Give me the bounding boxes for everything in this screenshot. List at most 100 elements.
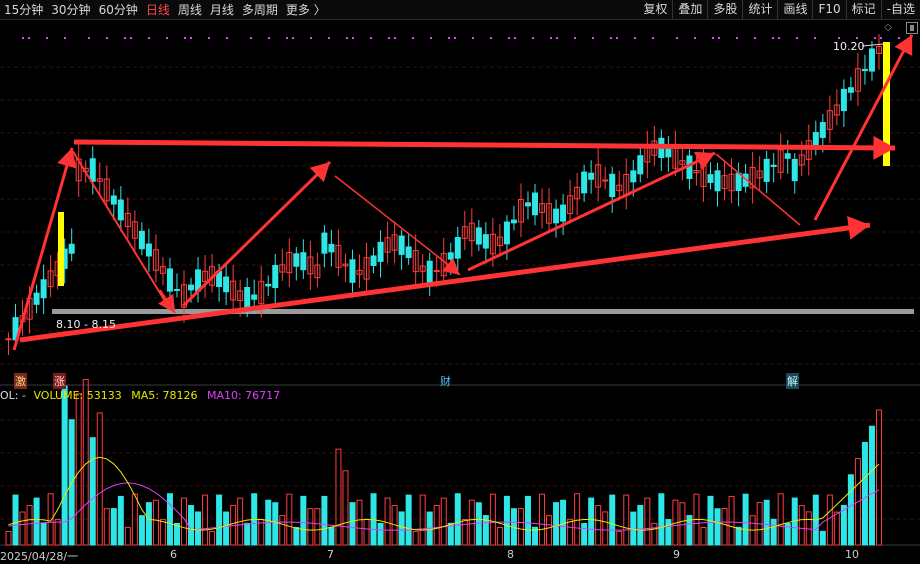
candle-body: [405, 246, 412, 259]
candle-body: [293, 253, 300, 267]
signal-dot: [778, 37, 780, 39]
breakout-arrow-head: [894, 35, 913, 57]
candle-body: [861, 68, 868, 72]
period-tab-7[interactable]: 更多 〉: [285, 3, 326, 17]
candle-body: [693, 170, 700, 174]
period-tab-2[interactable]: 60分钟: [98, 3, 138, 17]
period-tab-1[interactable]: 30分钟: [51, 3, 91, 17]
candle-body: [468, 222, 475, 242]
period-tabs: 15分钟 30分钟 60分钟 日线 周线 月线 多周期 更多 〉: [0, 0, 330, 19]
period-tab-0[interactable]: 15分钟: [4, 3, 44, 17]
volume-value: VOLUME: 53133: [33, 389, 122, 402]
volume-bar: [854, 458, 861, 546]
period-tab-3[interactable]: 日线: [145, 3, 170, 17]
trend-arrow-rise: [12, 147, 74, 351]
volume-bar: [560, 499, 567, 546]
volume-bar: [103, 508, 110, 546]
signal-dot: [124, 37, 126, 39]
volume-ma10-value: MA10: 76717: [206, 389, 281, 402]
panel-toggle-icon[interactable]: [906, 22, 918, 34]
tool-button-5[interactable]: F10: [812, 0, 845, 19]
trend-line-down2: [334, 175, 456, 271]
candle-body: [124, 212, 131, 228]
candle-body: [482, 234, 489, 249]
signal-dot: [250, 37, 252, 39]
signal-dot: [898, 37, 900, 39]
candle-body: [230, 280, 237, 301]
period-tab-4[interactable]: 周线: [177, 3, 202, 17]
candle-body: [412, 250, 419, 273]
support-zone-band: [52, 309, 914, 314]
candle-body: [237, 290, 244, 302]
candle-body: [173, 289, 180, 292]
candle-body: [833, 104, 840, 116]
volume-bar: [202, 494, 209, 546]
candle-body: [707, 174, 714, 183]
candle-body: [714, 170, 721, 192]
tool-button-2[interactable]: 多股: [707, 0, 742, 19]
tool-button-7[interactable]: -自选: [880, 0, 920, 19]
candle-body: [356, 269, 363, 275]
candle-body: [560, 204, 567, 222]
tool-buttons: 复权 叠加 多股 统计 画线 F10 标记 -自选: [638, 0, 920, 19]
candle-body: [721, 175, 728, 190]
candle-body: [847, 87, 854, 93]
volume-bar: [468, 499, 475, 546]
tool-button-6[interactable]: 标记: [845, 0, 881, 19]
candle-body: [489, 233, 496, 255]
volume-bar: [412, 530, 419, 546]
signal-dot: [754, 37, 756, 39]
volume-bar: [826, 494, 833, 546]
toolbar: 15分钟 30分钟 60分钟 日线 周线 月线 多周期 更多 〉 复权 叠加 多股 统计 画线 F10 标…: [0, 0, 920, 20]
tool-button-4[interactable]: 画线: [777, 0, 812, 19]
trend-line-down3: [715, 153, 801, 226]
signal-dot: [814, 37, 816, 39]
candle-body: [314, 264, 321, 279]
volume-bar: [784, 522, 791, 546]
period-tab-5[interactable]: 月线: [209, 3, 234, 17]
signal-dot: [388, 37, 390, 39]
tool-button-3[interactable]: 统计: [742, 0, 777, 19]
volume-bar: [117, 495, 124, 546]
event-marker-zhang[interactable]: 涨: [53, 373, 66, 389]
kline-chart[interactable]: [0, 20, 920, 563]
candle-body: [496, 236, 503, 246]
volume-bar: [188, 505, 195, 546]
candle-body: [110, 195, 117, 205]
event-marker-ji[interactable]: 激: [14, 373, 27, 389]
signal-dot: [718, 37, 720, 39]
candle-body: [630, 170, 637, 183]
event-marker-jie[interactable]: 解: [786, 373, 799, 389]
period-tab-6[interactable]: 多周期: [241, 3, 278, 17]
candle-body: [265, 283, 272, 287]
signal-dot: [286, 37, 288, 39]
volume-bar: [454, 493, 461, 546]
signal-dot: [88, 37, 90, 39]
signal-dot: [838, 37, 840, 39]
candle-body: [875, 46, 882, 54]
candle-body: [588, 172, 595, 180]
limit-up-highlight: [883, 42, 890, 166]
signal-dot: [148, 37, 150, 39]
volume-bar: [609, 494, 616, 546]
volume-bar: [567, 518, 574, 546]
trend-arrow-up3-head: [694, 151, 715, 170]
signal-dot: [772, 37, 774, 39]
signal-dot: [130, 37, 132, 39]
event-marker-cai[interactable]: 财: [440, 375, 451, 388]
candle-body: [188, 284, 195, 291]
tool-button-1[interactable]: 叠加: [672, 0, 707, 19]
signal-dot: [22, 37, 24, 39]
diamond-icon[interactable]: ◇: [884, 22, 892, 33]
volume-bar: [384, 497, 391, 546]
candle-body: [637, 155, 644, 175]
signal-dot: [328, 37, 330, 39]
volume-bar: [26, 505, 33, 546]
volume-bar: [742, 493, 749, 546]
volume-bar: [279, 515, 286, 546]
tool-button-0[interactable]: 复权: [643, 2, 668, 16]
volume-bar: [419, 494, 426, 546]
signal-dot: [226, 37, 228, 39]
candle-body: [819, 122, 826, 138]
candle-body: [117, 199, 124, 221]
